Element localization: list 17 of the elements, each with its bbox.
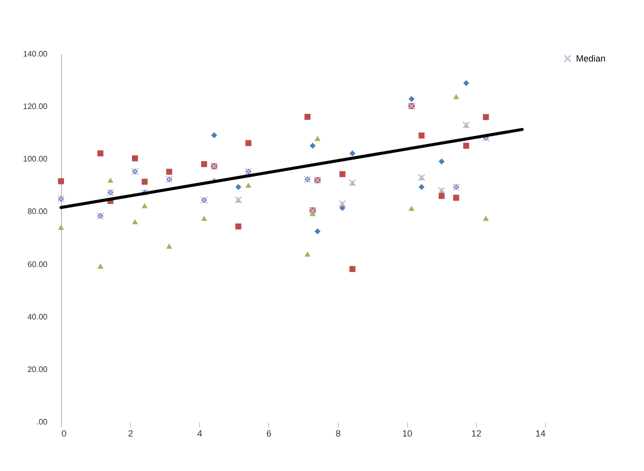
y-tick-label: .00 [36,418,48,426]
y-tick-label: 60.00 [27,260,48,269]
y-tick-label: 80.00 [27,207,48,216]
y-tick-label: 120.00 [23,102,48,112]
y-tick-label: 100.00 [23,154,48,164]
x-tick-label: 10 [402,428,412,438]
x-tick-label: 6 [266,428,272,438]
x-tick-label: 0 [62,428,67,438]
x-tick-label: 14 [535,428,546,438]
y-tick-label: 20.00 [27,364,48,374]
x-tick-label: 4 [197,428,202,438]
x-tick-label: 8 [336,428,341,438]
legend-label: Median [576,54,606,64]
y-tick-label: 140.00 [23,50,48,58]
x-tick-label: 2 [128,428,134,438]
y-tick-label: 40.00 [27,312,48,322]
x-tick-label: 12 [471,428,482,438]
